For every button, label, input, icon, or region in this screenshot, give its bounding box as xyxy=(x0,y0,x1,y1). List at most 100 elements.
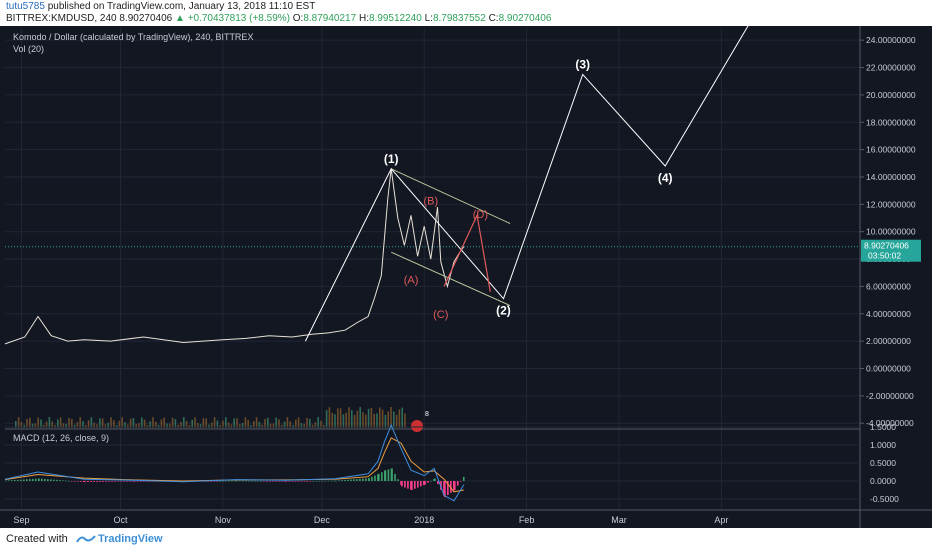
volume-bar xyxy=(376,413,378,428)
volume-bar xyxy=(351,410,353,428)
macd-hist-bar xyxy=(362,478,364,481)
macd-hist-bar xyxy=(327,480,330,482)
volume-bar xyxy=(295,419,297,428)
volume-bar xyxy=(225,417,227,428)
volume-bar xyxy=(174,419,177,428)
volume-bar xyxy=(345,412,347,428)
abc-label: (C) xyxy=(433,309,448,321)
macd-hist-bar xyxy=(318,480,321,482)
macd-signal-line xyxy=(4,437,464,493)
volume-bar xyxy=(314,422,317,428)
x-tick-label: Dec xyxy=(314,515,331,525)
macd-hist-bar xyxy=(324,480,327,482)
x-tick-label: 2018 xyxy=(414,515,434,525)
tradingview-brand[interactable]: TradingView xyxy=(98,533,163,545)
wave-label: (1) xyxy=(384,152,399,166)
volume-bar xyxy=(272,423,275,428)
time-axis[interactable]: Sep Oct Nov Dec 2018 Feb Mar Apr xyxy=(0,509,932,525)
macd-tick-label: 0.0000 xyxy=(870,476,896,486)
macd-hist-bar xyxy=(84,481,86,483)
volume-bar xyxy=(118,420,121,428)
volume-bar xyxy=(384,414,387,428)
macd-hist-bar xyxy=(377,474,379,481)
volume-bar xyxy=(311,424,314,428)
macd-hist-bar xyxy=(417,481,419,488)
macd-hist-bar xyxy=(231,480,233,482)
volume-bar xyxy=(247,419,249,428)
volume-bar xyxy=(185,421,188,428)
volume-bar xyxy=(146,424,149,428)
volume-bar xyxy=(306,417,308,428)
macd-hist-bar xyxy=(294,481,297,482)
volume-bar xyxy=(138,423,140,428)
volume-bar xyxy=(59,417,62,428)
wave-labels: (1)(2)(3)(4)(5) xyxy=(384,57,673,317)
chart-canvas[interactable]: 8 (1)(2)(3)(4)(5) (A)(B)(C)(D) 38.000000… xyxy=(0,26,932,528)
macd-hist-bar xyxy=(266,481,268,482)
wave-label: (4) xyxy=(658,171,673,185)
volume-bar xyxy=(283,421,286,428)
macd-hist-bar xyxy=(444,481,446,498)
macd-hist-bar xyxy=(420,481,422,487)
macd-hist-bar xyxy=(437,481,439,485)
macd-hist-bar xyxy=(330,480,333,482)
y-tick-label: 14.00000000 xyxy=(866,172,916,182)
macd-hist-bar xyxy=(251,480,253,482)
volume-bar xyxy=(404,413,406,428)
volume-bar xyxy=(73,424,76,428)
macd-hist-bar xyxy=(68,480,70,482)
macd-hist-bar xyxy=(427,481,429,483)
abc-labels: (A) (B) (C) (D) xyxy=(404,195,488,321)
macd-hist-bar xyxy=(148,481,151,482)
volume-bar xyxy=(54,424,56,428)
channel-upper-line xyxy=(391,168,511,224)
volume-bar xyxy=(15,421,17,428)
macd-hist-bar xyxy=(74,481,76,482)
volume-bar xyxy=(401,407,403,428)
footer: Created with TradingView xyxy=(0,528,932,550)
volume-bar xyxy=(297,417,300,428)
macd-tick-label: -0.5000 xyxy=(870,494,899,504)
volume-bar xyxy=(393,411,395,428)
price-tag xyxy=(861,239,921,262)
price-axis[interactable]: 38.0000000036.0000000034.0000000032.0000… xyxy=(859,26,932,528)
volume-bar xyxy=(320,420,322,428)
author-link[interactable]: tutu5785 xyxy=(6,1,45,12)
macd-hist-bar xyxy=(50,479,52,481)
macd-hist-bar xyxy=(384,470,387,481)
macd-hist-bar xyxy=(105,481,107,482)
macd-hist-bar xyxy=(44,478,46,481)
macd-hist-bar xyxy=(254,480,256,482)
macd-hist-bar xyxy=(77,481,79,482)
volume-bar xyxy=(93,422,95,428)
macd-tick-label: 1.0000 xyxy=(870,440,896,450)
volume-bar xyxy=(261,424,263,428)
countdown-label: 03:50:02 xyxy=(868,251,901,261)
volume-bar xyxy=(241,423,244,428)
macd-hist-bar xyxy=(459,481,462,482)
macd-hist-bar xyxy=(29,479,31,481)
x-tick-label: Oct xyxy=(114,515,129,525)
macd-hist-bar xyxy=(447,481,449,496)
macd-hist-bar xyxy=(278,481,280,482)
volume-bar xyxy=(339,408,342,428)
macd-hist-bar xyxy=(359,478,361,481)
volume-bar xyxy=(202,418,205,428)
volume-bar xyxy=(40,419,42,428)
volume-bar xyxy=(29,417,31,428)
volume-bar xyxy=(169,423,171,428)
volume-bar xyxy=(278,419,280,428)
macd-hist-bar xyxy=(65,480,67,482)
volume-bar xyxy=(222,420,224,428)
macd-hist-bar xyxy=(309,481,312,482)
macd-hist-bar xyxy=(281,481,283,482)
volume-bar xyxy=(188,424,191,428)
volume-bar xyxy=(381,409,384,428)
volume-bar xyxy=(289,421,291,428)
macd-hist-bar xyxy=(239,480,241,482)
macd-hist-bar xyxy=(26,479,28,481)
y-tick-label: 24.00000000 xyxy=(866,35,916,45)
macd-label: MACD (12, 26, close, 9) xyxy=(13,433,109,443)
macd-hist-bar xyxy=(132,481,134,482)
macd-hist-bar xyxy=(245,480,247,482)
